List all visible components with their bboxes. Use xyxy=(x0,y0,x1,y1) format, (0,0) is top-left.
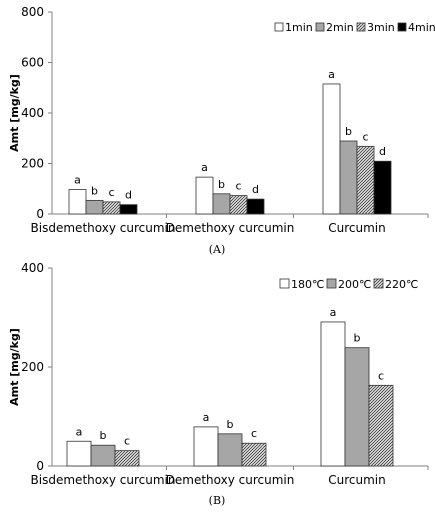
bar xyxy=(195,176,214,215)
significance-label: a xyxy=(328,68,335,81)
legend-label: 200℃ xyxy=(338,278,371,291)
legend-label: 180℃ xyxy=(291,278,324,291)
bar xyxy=(212,193,231,215)
significance-label: c xyxy=(378,369,384,382)
y-tick-label: 200 xyxy=(21,360,44,374)
bar xyxy=(85,199,104,215)
x-tick-label: Demethoxy curcumin xyxy=(166,473,295,487)
y-tick-label: 800 xyxy=(21,5,44,19)
significance-label: b xyxy=(345,125,352,138)
significance-label: b xyxy=(227,418,234,431)
bar xyxy=(339,140,358,215)
x-tick-label: Bisdemethoxy curcumin xyxy=(31,221,176,235)
significance-label: c xyxy=(108,186,114,199)
bar xyxy=(68,189,87,215)
y-tick-label: 600 xyxy=(21,56,44,70)
significance-label: a xyxy=(203,411,210,424)
y-tick-label: 0 xyxy=(36,459,44,473)
legend-swatch xyxy=(279,278,290,289)
significance-label: a xyxy=(201,161,208,174)
significance-label: c xyxy=(251,427,257,440)
legend-label: 3min xyxy=(367,21,395,34)
bar xyxy=(90,444,116,467)
y-tick-label: 0 xyxy=(36,207,44,221)
bar xyxy=(241,442,267,467)
legend-swatch xyxy=(274,22,284,32)
chart-b: 0 200 400 Amt [mg/kg] a b c Bisdemethoxy curcum… xyxy=(8,261,429,507)
bar xyxy=(322,83,341,215)
bar xyxy=(229,195,248,215)
bar xyxy=(66,440,92,467)
significance-label: a xyxy=(76,425,83,438)
legend-label: 1min xyxy=(285,21,313,34)
y-tick-label: 200 xyxy=(21,157,44,171)
chart-caption: (B) xyxy=(209,494,226,507)
bar xyxy=(344,347,370,467)
bar xyxy=(102,201,121,215)
significance-label: c xyxy=(362,130,368,143)
bar xyxy=(193,426,219,467)
x-tick-label: Demethoxy curcumin xyxy=(166,221,295,235)
legend-swatch xyxy=(356,22,366,32)
y-tick-label: 400 xyxy=(21,261,44,275)
bar xyxy=(119,204,138,215)
legend-label: 220℃ xyxy=(385,278,418,291)
significance-label: d xyxy=(379,145,386,158)
significance-label: b xyxy=(218,178,225,191)
x-tick-label: Curcumin xyxy=(328,473,386,487)
legend-swatch xyxy=(326,278,337,289)
legend-label: 4min xyxy=(408,21,435,34)
y-tick-label: 400 xyxy=(21,106,44,120)
x-tick-label: Bisdemethoxy curcumin xyxy=(31,473,176,487)
bar xyxy=(373,160,392,215)
legend-swatch xyxy=(315,22,325,32)
bar xyxy=(246,198,265,215)
significance-label: c xyxy=(235,180,241,193)
significance-label: d xyxy=(252,183,259,196)
legend-label: 2min xyxy=(326,21,354,34)
bar xyxy=(356,145,375,215)
significance-label: d xyxy=(125,189,132,202)
x-tick-label: Curcumin xyxy=(328,221,386,235)
legend-swatch xyxy=(373,278,384,289)
y-axis-label: Amt [mg/kg] xyxy=(8,328,21,406)
bar xyxy=(320,321,346,467)
y-axis-label: Amt [mg/kg] xyxy=(8,74,21,152)
bar xyxy=(368,384,394,467)
bar xyxy=(217,433,243,467)
significance-label: b xyxy=(91,184,98,197)
chart-caption: (A) xyxy=(209,243,226,256)
significance-label: b xyxy=(100,429,107,442)
significance-label: b xyxy=(354,332,361,345)
bar xyxy=(114,450,140,467)
significance-label: a xyxy=(330,306,337,319)
significance-label: a xyxy=(74,174,81,187)
legend-swatch xyxy=(397,22,407,32)
significance-label: c xyxy=(124,435,130,448)
